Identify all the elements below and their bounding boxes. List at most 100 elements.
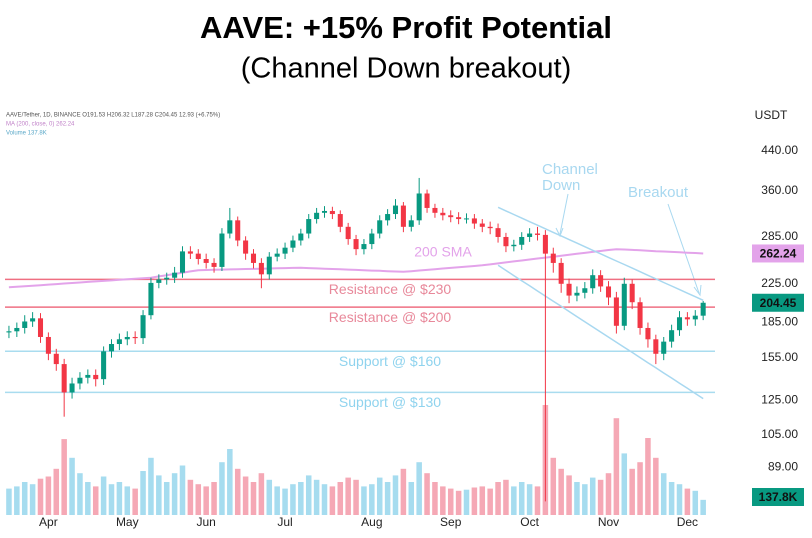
- candle-body: [676, 317, 683, 331]
- candle-body: [140, 315, 146, 339]
- channel-upper: [497, 206, 704, 301]
- volume-bars: [6, 405, 706, 515]
- candle-body: [306, 219, 312, 234]
- price-badge-bg: [752, 293, 804, 312]
- candle-body: [282, 247, 288, 254]
- volume-bar: [100, 476, 107, 515]
- legend-line: AAVE/Tether, 1D, BINANCE O191.53 H206.32…: [6, 113, 220, 119]
- candle-body: [77, 377, 83, 384]
- candle-body: [61, 364, 67, 393]
- candle-body: [566, 283, 572, 296]
- candle-body: [432, 207, 438, 213]
- volume-bar: [424, 473, 430, 515]
- volume-bar: [589, 477, 596, 515]
- volume-bar: [653, 457, 659, 515]
- annotation-arrow: [667, 203, 700, 294]
- candle-body: [503, 236, 509, 247]
- candle-body: [14, 327, 20, 332]
- volume-bar: [6, 488, 12, 515]
- volume-bar: [684, 488, 691, 515]
- volume-bar: [574, 482, 580, 515]
- channel-label: Down: [542, 177, 580, 194]
- x-tick-label: Sep: [440, 515, 462, 529]
- candle-body: [377, 220, 383, 234]
- x-tick-label: Nov: [598, 515, 619, 529]
- candle-body: [148, 282, 154, 316]
- volume-bar: [321, 484, 328, 515]
- volume-bar: [440, 486, 446, 515]
- volume-bar: [495, 482, 501, 515]
- y-tick-label: 285.00: [761, 229, 798, 243]
- candle-body: [179, 251, 186, 273]
- volume-bar: [613, 418, 620, 515]
- candle-body: [613, 297, 619, 326]
- sma-line: [8, 248, 704, 289]
- chart-title: AAVE: +15% Profit Potential: [200, 10, 612, 45]
- candle-body: [574, 292, 580, 296]
- level-label: Resistance @ $200: [329, 309, 452, 325]
- price-badge: 204.45: [760, 296, 797, 310]
- candle-body: [132, 336, 138, 339]
- volume-bar: [242, 476, 249, 515]
- candle-body: [172, 272, 178, 278]
- candle-body: [669, 330, 675, 342]
- candle-body: [37, 318, 44, 337]
- volume-bar: [369, 484, 375, 515]
- candle-body: [93, 374, 99, 380]
- volume-bar: [329, 486, 336, 515]
- volume-bar: [290, 484, 296, 515]
- candle-body: [298, 233, 304, 241]
- candle-body: [605, 286, 612, 298]
- level-label: Support @ $160: [339, 353, 441, 369]
- candle-body: [85, 374, 91, 378]
- volume-bar: [361, 486, 367, 515]
- y-tick-label: 105.00: [761, 427, 798, 441]
- volume-bar: [629, 468, 635, 515]
- volume-bar: [503, 479, 509, 515]
- candle-body: [629, 283, 635, 303]
- candle-body: [487, 226, 493, 229]
- volume-bar: [455, 490, 462, 515]
- candle-body: [448, 215, 454, 218]
- volume-bar: [416, 462, 422, 515]
- volume-bar: [77, 473, 83, 515]
- candle-body: [250, 253, 257, 263]
- candle-body: [661, 341, 667, 354]
- candle-body: [369, 233, 375, 245]
- candle-body: [416, 193, 422, 221]
- volume-bar: [337, 482, 344, 515]
- axis-unit: USDT: [755, 108, 788, 122]
- level-label: Support @ $130: [339, 394, 441, 410]
- volume-bar: [408, 482, 415, 515]
- volume-bar: [384, 482, 391, 515]
- annotation-arrowhead: [693, 284, 702, 297]
- candle-body: [598, 275, 604, 287]
- volume-bar: [140, 471, 146, 515]
- candle-body: [329, 210, 335, 215]
- volume-bar: [582, 484, 588, 515]
- candle-body: [692, 315, 698, 320]
- candle-body: [266, 256, 272, 275]
- volume-bar: [305, 475, 312, 515]
- candle-body: [479, 223, 485, 227]
- annotation: Breakout: [628, 184, 689, 201]
- candle-body: [211, 262, 217, 267]
- volume-bar: [645, 438, 651, 515]
- volume-bar: [195, 484, 202, 515]
- candle-body: [385, 214, 391, 221]
- volume-bar: [61, 439, 67, 515]
- candle-body: [653, 339, 659, 354]
- candle-body: [227, 220, 233, 234]
- candle-body: [684, 317, 690, 320]
- candle-body: [187, 251, 193, 254]
- candle-body: [408, 220, 414, 227]
- volume-bar: [621, 453, 628, 515]
- candle-body: [274, 253, 280, 257]
- level-label: Resistance @ $230: [329, 281, 452, 297]
- volume-bar: [116, 482, 123, 515]
- volume-bar: [392, 475, 399, 515]
- candle-body: [195, 253, 201, 260]
- candle-body: [116, 339, 122, 345]
- volume-badge-bg: [752, 488, 804, 506]
- candle-body: [219, 233, 225, 267]
